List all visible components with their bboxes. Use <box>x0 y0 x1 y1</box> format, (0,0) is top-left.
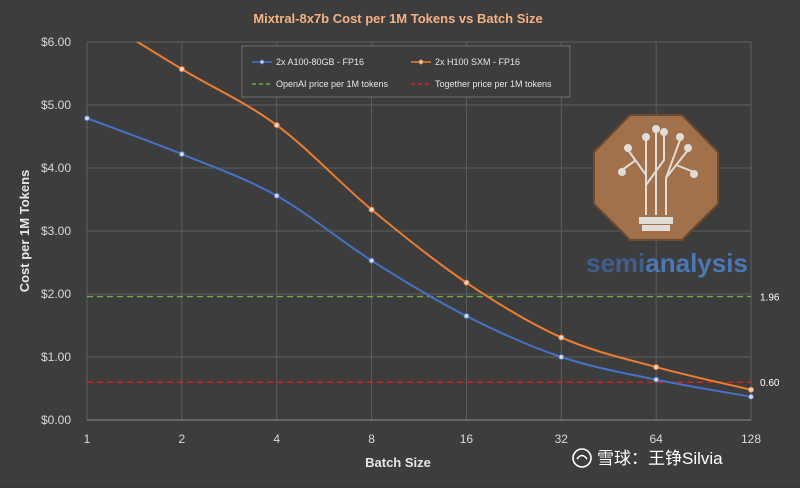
reference-label-0: 1.96 <box>760 293 780 304</box>
data-point <box>368 257 375 264</box>
xueqiu-watermark: 雪球：王铮Silvia <box>572 448 723 468</box>
data-point <box>748 386 754 393</box>
data-point <box>463 279 470 286</box>
logo-wordmark: semianalysis <box>586 248 748 278</box>
reference-lines: 1.96 0.60 <box>87 293 780 389</box>
data-point <box>558 354 565 360</box>
y-tick-label: $3.00 <box>41 224 71 238</box>
x-tick-label: 64 <box>649 432 663 446</box>
y-tick-label: $2.00 <box>41 287 71 301</box>
legend-marker-1 <box>418 59 424 65</box>
legend-label-3: Together price per 1M tokens <box>435 79 552 89</box>
logo-text-semi: semi <box>586 248 645 278</box>
y-tick-label: $0.00 <box>41 413 71 427</box>
data-point <box>273 192 280 199</box>
legend: 2x A100-80GB - FP16 2x H100 SXM - FP16 Ope… <box>241 45 571 98</box>
x-tick-label: 32 <box>555 432 569 446</box>
x-tick-label: 16 <box>460 432 474 446</box>
chart-title: Mixtral-8x7b Cost per 1M Tokens vs Batch… <box>253 11 542 26</box>
series-lines <box>84 42 754 400</box>
xueqiu-logo-icon <box>572 448 592 468</box>
data-point <box>368 206 375 213</box>
data-point <box>463 313 470 320</box>
data-point <box>178 66 185 73</box>
x-tick-label: 128 <box>741 432 761 446</box>
semianalysis-logo: semianalysis <box>586 114 748 278</box>
reference-label-1: 0.60 <box>760 378 780 389</box>
x-tick-label: 1 <box>84 432 91 446</box>
data-point <box>273 122 280 129</box>
legend-label-2: OpenAI price per 1M tokens <box>276 79 389 89</box>
x-tick-labels: 1 2 4 8 16 32 64 128 <box>84 432 762 446</box>
series-line-1 <box>135 42 752 391</box>
series-line-0 <box>86 117 752 398</box>
data-point <box>178 151 185 158</box>
legend-marker-0 <box>259 59 265 65</box>
legend-label-1: 2x H100 SXM - FP16 <box>435 57 520 67</box>
x-tick-label: 8 <box>368 432 375 446</box>
x-tick-label: 2 <box>179 432 186 446</box>
data-point <box>748 393 754 400</box>
y-tick-label: $4.00 <box>41 161 71 175</box>
x-tick-label: 4 <box>273 432 280 446</box>
watermark-text: 雪球：王铮Silvia <box>597 449 723 468</box>
data-point <box>558 334 565 341</box>
logo-text-analysis: analysis <box>645 248 748 278</box>
legend-box <box>241 45 571 98</box>
y-axis-title: Cost per 1M Tokens <box>17 170 32 293</box>
logo-tree-icon <box>618 125 698 231</box>
y-tick-label: $1.00 <box>41 350 71 364</box>
y-tick-label: $6.00 <box>41 35 71 49</box>
data-point <box>653 376 660 383</box>
data-point <box>84 115 90 122</box>
y-tick-label: $5.00 <box>41 98 71 112</box>
y-tick-labels: $0.00 $1.00 $2.00 $3.00 $4.00 $5.00 $6.00 <box>41 35 71 427</box>
data-point <box>653 364 660 371</box>
legend-label-0: 2x A100-80GB - FP16 <box>276 57 364 67</box>
x-axis-title: Batch Size <box>365 455 431 470</box>
